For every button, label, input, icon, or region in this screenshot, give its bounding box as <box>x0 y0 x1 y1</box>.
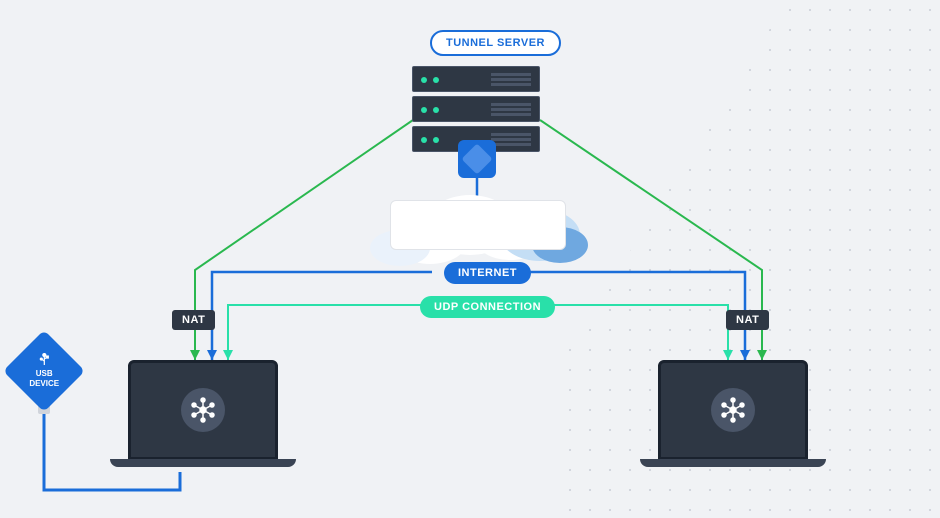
network-icon <box>711 388 755 432</box>
internet-label: INTERNET <box>444 262 531 284</box>
cloud-panel <box>390 200 566 250</box>
udp-connection-label: UDP CONNECTION <box>420 296 555 318</box>
nat-left-label: NAT <box>172 314 215 326</box>
laptop-right-icon <box>640 360 826 480</box>
nat-right-label: NAT <box>726 314 769 326</box>
laptop-left-icon <box>110 360 296 480</box>
network-icon <box>181 388 225 432</box>
server-app-icon <box>458 140 496 178</box>
tunnel-server-label: TUNNEL SERVER <box>430 30 561 56</box>
